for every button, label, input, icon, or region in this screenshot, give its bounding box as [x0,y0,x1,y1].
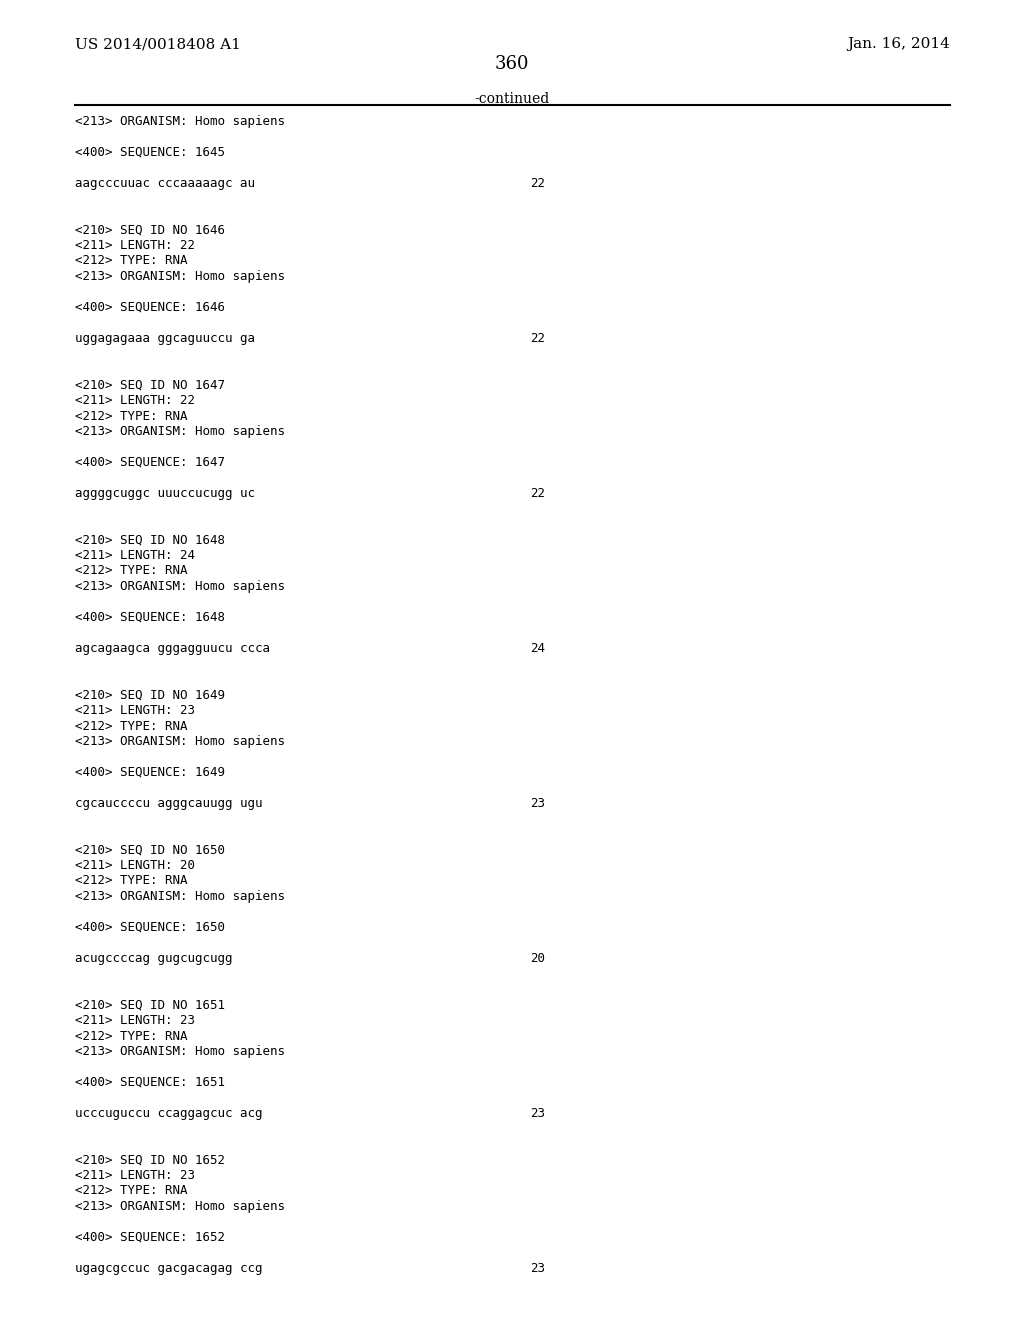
Text: acugccccag gugcugcugg: acugccccag gugcugcugg [75,952,232,965]
Text: 22: 22 [530,333,545,345]
Text: <213> ORGANISM: Homo sapiens: <213> ORGANISM: Homo sapiens [75,1045,285,1059]
Text: <400> SEQUENCE: 1645: <400> SEQUENCE: 1645 [75,147,225,158]
Text: <212> TYPE: RNA: <212> TYPE: RNA [75,565,187,578]
Text: <210> SEQ ID NO 1649: <210> SEQ ID NO 1649 [75,689,225,701]
Text: <213> ORGANISM: Homo sapiens: <213> ORGANISM: Homo sapiens [75,579,285,593]
Text: <212> TYPE: RNA: <212> TYPE: RNA [75,255,187,268]
Text: <213> ORGANISM: Homo sapiens: <213> ORGANISM: Homo sapiens [75,1200,285,1213]
Text: <400> SEQUENCE: 1650: <400> SEQUENCE: 1650 [75,921,225,935]
Text: <211> LENGTH: 23: <211> LENGTH: 23 [75,1014,195,1027]
Text: <212> TYPE: RNA: <212> TYPE: RNA [75,874,187,887]
Text: <400> SEQUENCE: 1652: <400> SEQUENCE: 1652 [75,1232,225,1243]
Text: 23: 23 [530,1107,545,1119]
Text: <211> LENGTH: 22: <211> LENGTH: 22 [75,393,195,407]
Text: <212> TYPE: RNA: <212> TYPE: RNA [75,719,187,733]
Text: 23: 23 [530,797,545,810]
Text: <210> SEQ ID NO 1648: <210> SEQ ID NO 1648 [75,533,225,546]
Text: uggagagaaa ggcaguuccu ga: uggagagaaa ggcaguuccu ga [75,333,255,345]
Text: 22: 22 [530,177,545,190]
Text: ucccuguccu ccaggagcuc acg: ucccuguccu ccaggagcuc acg [75,1107,262,1119]
Text: aagcccuuac cccaaaaagc au: aagcccuuac cccaaaaagc au [75,177,255,190]
Text: <211> LENGTH: 23: <211> LENGTH: 23 [75,704,195,717]
Text: US 2014/0018408 A1: US 2014/0018408 A1 [75,37,241,51]
Text: <210> SEQ ID NO 1651: <210> SEQ ID NO 1651 [75,998,225,1011]
Text: <213> ORGANISM: Homo sapiens: <213> ORGANISM: Homo sapiens [75,735,285,748]
Text: <400> SEQUENCE: 1647: <400> SEQUENCE: 1647 [75,455,225,469]
Text: <400> SEQUENCE: 1648: <400> SEQUENCE: 1648 [75,611,225,624]
Text: aggggcuggc uuuccucugg uc: aggggcuggc uuuccucugg uc [75,487,255,500]
Text: <213> ORGANISM: Homo sapiens: <213> ORGANISM: Homo sapiens [75,271,285,282]
Text: <211> LENGTH: 22: <211> LENGTH: 22 [75,239,195,252]
Text: agcagaagca gggagguucu ccca: agcagaagca gggagguucu ccca [75,642,270,655]
Text: -continued: -continued [474,92,550,106]
Text: <211> LENGTH: 23: <211> LENGTH: 23 [75,1170,195,1181]
Text: <211> LENGTH: 20: <211> LENGTH: 20 [75,859,195,873]
Text: <400> SEQUENCE: 1646: <400> SEQUENCE: 1646 [75,301,225,314]
Text: 360: 360 [495,55,529,73]
Text: <210> SEQ ID NO 1646: <210> SEQ ID NO 1646 [75,223,225,236]
Text: <212> TYPE: RNA: <212> TYPE: RNA [75,409,187,422]
Text: <212> TYPE: RNA: <212> TYPE: RNA [75,1030,187,1043]
Text: <213> ORGANISM: Homo sapiens: <213> ORGANISM: Homo sapiens [75,425,285,438]
Text: 23: 23 [530,1262,545,1275]
Text: <212> TYPE: RNA: <212> TYPE: RNA [75,1184,187,1197]
Text: <400> SEQUENCE: 1651: <400> SEQUENCE: 1651 [75,1076,225,1089]
Text: <400> SEQUENCE: 1649: <400> SEQUENCE: 1649 [75,766,225,779]
Text: cgcauccccu agggcauugg ugu: cgcauccccu agggcauugg ugu [75,797,262,810]
Text: Jan. 16, 2014: Jan. 16, 2014 [847,37,950,51]
Text: <213> ORGANISM: Homo sapiens: <213> ORGANISM: Homo sapiens [75,890,285,903]
Text: ugagcgccuc gacgacagag ccg: ugagcgccuc gacgacagag ccg [75,1262,262,1275]
Text: <210> SEQ ID NO 1652: <210> SEQ ID NO 1652 [75,1154,225,1167]
Text: <211> LENGTH: 24: <211> LENGTH: 24 [75,549,195,562]
Text: <213> ORGANISM: Homo sapiens: <213> ORGANISM: Homo sapiens [75,115,285,128]
Text: 22: 22 [530,487,545,500]
Text: 24: 24 [530,642,545,655]
Text: <210> SEQ ID NO 1647: <210> SEQ ID NO 1647 [75,379,225,392]
Text: <210> SEQ ID NO 1650: <210> SEQ ID NO 1650 [75,843,225,857]
Text: 20: 20 [530,952,545,965]
